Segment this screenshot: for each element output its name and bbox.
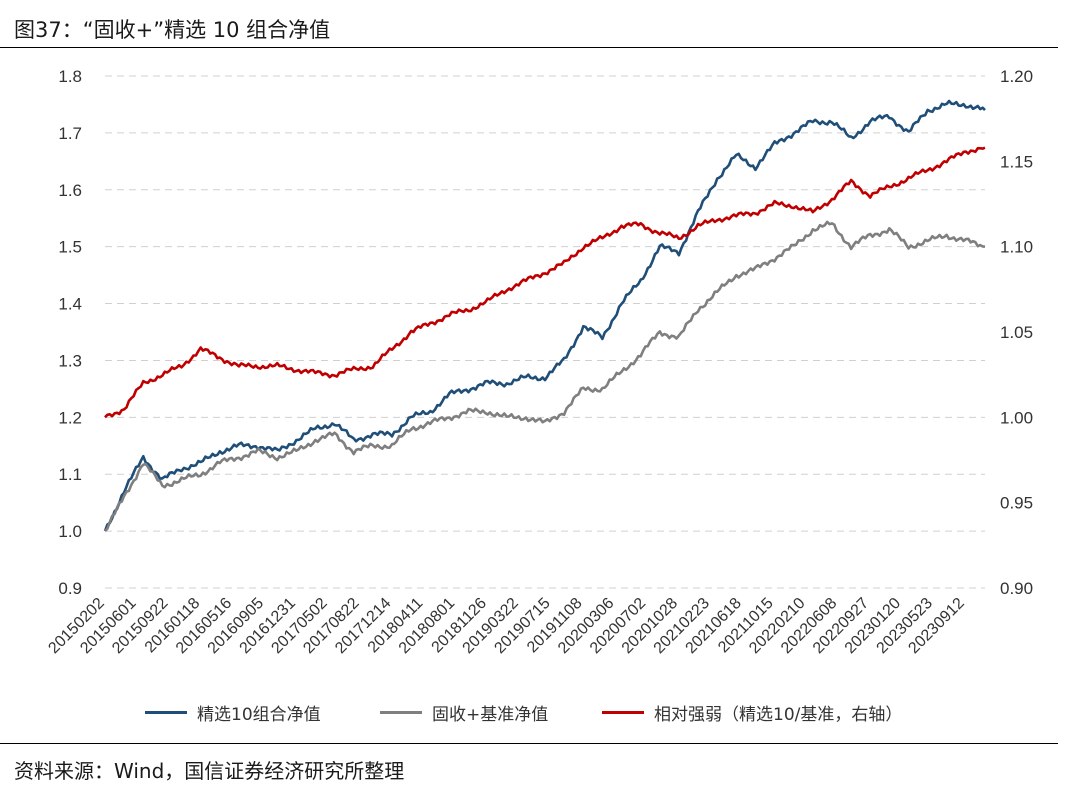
source-note: 资料来源：Wind，国信证券经济研究所整理 [14,759,405,783]
left-axis-tick-label: 1.1 [58,465,82,484]
series-line-portfolio [103,99,986,532]
right-axis-tick-label: 0.95 [1000,494,1033,513]
series-line-relative-strength [104,146,986,419]
left-axis-tick-label: 0.9 [58,579,82,598]
left-axis-tick-label: 1.8 [58,67,82,86]
legend-swatch-benchmark [380,711,422,714]
legend-label-portfolio: 精选10组合净值 [197,705,321,725]
legend-item-benchmark: 固收+基准净值 [380,700,548,725]
chart-legend: 精选10组合净值 固收+基准净值 相对强弱（精选10/基准，右轴） [0,700,1080,725]
right-axis-tick-label: 1.15 [1000,152,1033,171]
left-axis-tick-label: 1.3 [58,351,82,370]
left-axis-tick-label: 1.6 [58,181,82,200]
left-axis-tick-label: 1.7 [58,124,82,143]
left-axis-tick-label: 1.4 [58,295,82,314]
legend-swatch-relative-strength [602,711,644,714]
right-axis-tick-label: 1.00 [1000,408,1033,427]
legend-swatch-portfolio [145,711,187,714]
right-axis-tick-label: 1.20 [1000,67,1033,86]
left-axis-tick-label: 1.5 [58,238,82,257]
left-axis-tick-label: 1.2 [58,408,82,427]
legend-item-relative-strength: 相对强弱（精选10/基准，右轴） [602,700,902,725]
legend-label-benchmark: 固收+基准净值 [432,705,549,725]
series-line-benchmark [104,220,986,533]
source-divider [0,743,1058,744]
right-axis-tick-label: 1.05 [1000,323,1033,342]
line-chart: 0.9 1.0 1.1 1.2 1.3 1.4 1.5 1.6 1.7 1.8 0.90 0.95 1.… [45,67,1033,657]
right-axis-tick-label: 1.10 [1000,238,1033,257]
chart-title: 图37：“固收+”精选 10 组合净值 [14,18,331,42]
left-axis-tick-label: 1.0 [58,522,82,541]
legend-item-portfolio: 精选10组合净值 [145,700,321,725]
legend-label-relative-strength: 相对强弱（精选10/基准，右轴） [654,705,903,725]
title-divider [0,47,1058,48]
right-axis-tick-label: 0.90 [1000,579,1033,598]
